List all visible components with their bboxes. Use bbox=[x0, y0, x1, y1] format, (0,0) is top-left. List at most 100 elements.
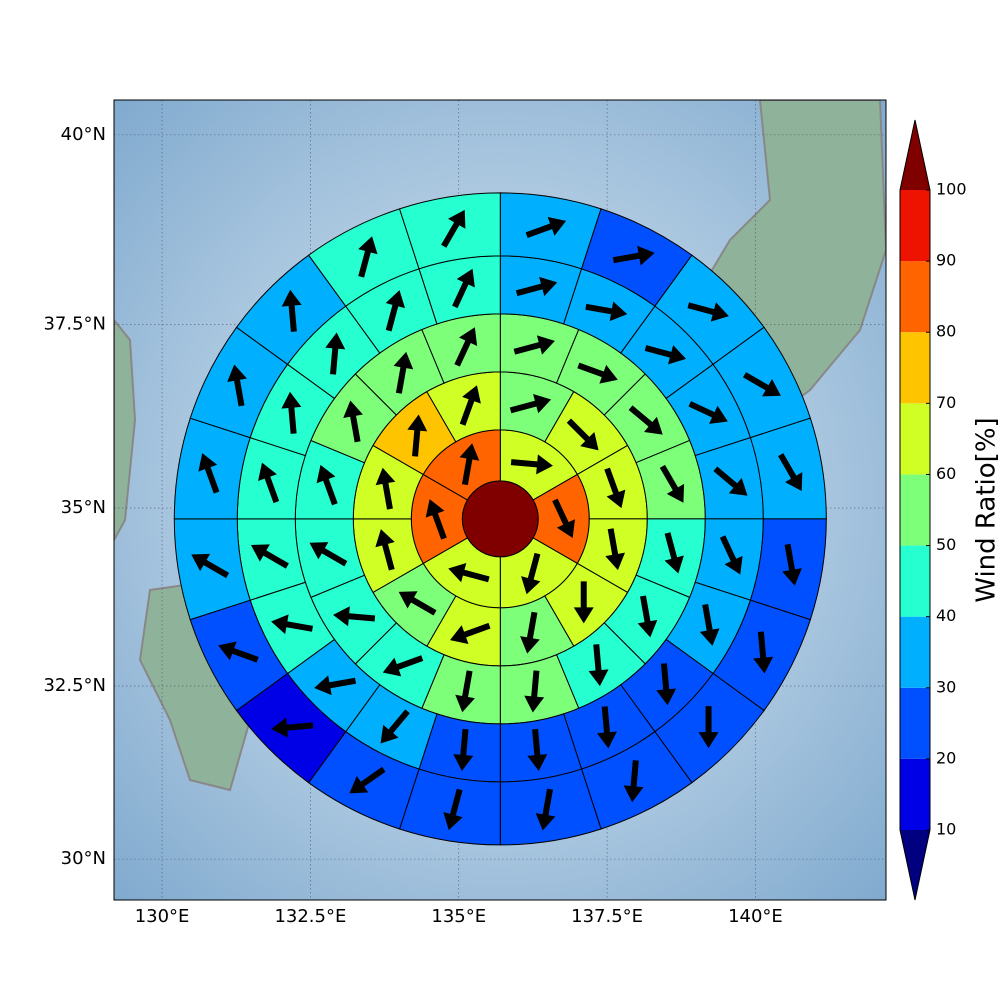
colorbar-segment bbox=[900, 758, 930, 830]
wind-arrow bbox=[644, 345, 687, 365]
wind-arrow bbox=[443, 788, 463, 831]
wind-arrow bbox=[527, 728, 548, 771]
wind-arrow bbox=[425, 499, 447, 540]
y-tick-label: 37.5°N bbox=[43, 314, 106, 335]
wind-arrow bbox=[623, 760, 644, 803]
wind-arrow bbox=[525, 216, 567, 239]
wind-arrow bbox=[778, 453, 803, 492]
wind-arrow bbox=[656, 663, 677, 706]
colorbar-tick-label: 90 bbox=[936, 251, 956, 270]
wind-arrow bbox=[513, 335, 555, 355]
wind-arrow bbox=[753, 631, 774, 674]
wind-arrow bbox=[333, 606, 376, 627]
wind-arrow bbox=[309, 542, 348, 567]
wind-arrow bbox=[382, 655, 424, 677]
colorbar-segment bbox=[900, 545, 930, 617]
wind-arrow bbox=[699, 603, 720, 646]
land-korea bbox=[114, 318, 137, 541]
wind-arrow bbox=[349, 766, 386, 794]
wind-arrow bbox=[566, 418, 599, 451]
wind-arrow bbox=[441, 209, 466, 248]
wind-arrow bbox=[605, 528, 625, 571]
wind-arrow bbox=[450, 622, 491, 645]
wind-arrow bbox=[459, 443, 480, 486]
wind-arrow bbox=[227, 364, 247, 407]
x-tick-label: 132.5°E bbox=[274, 906, 346, 927]
colorbar-segment bbox=[900, 403, 930, 475]
x-tick-label: 140°E bbox=[728, 906, 783, 927]
wind-arrow bbox=[688, 401, 728, 424]
wind-arrow bbox=[597, 706, 617, 749]
colorbar-segment bbox=[900, 616, 930, 688]
wind-arrow bbox=[515, 276, 558, 297]
wind-arrow bbox=[316, 464, 338, 506]
colorbar-tick-label: 60 bbox=[936, 464, 956, 483]
colorbar-tick-label: 100 bbox=[936, 180, 967, 199]
wind-arrow bbox=[325, 332, 346, 375]
wind-arrow bbox=[521, 552, 541, 595]
wind-arrow bbox=[509, 393, 552, 414]
wind-arrow bbox=[577, 362, 618, 384]
colorbar-segment bbox=[900, 190, 930, 262]
wind-arrow bbox=[271, 717, 314, 738]
wind-arrow bbox=[628, 405, 663, 435]
wind-arrow bbox=[454, 327, 478, 367]
wind-arrow bbox=[191, 553, 230, 579]
wind-arrow bbox=[343, 400, 363, 443]
colorbar-segment bbox=[900, 261, 930, 333]
wind-arrow bbox=[573, 581, 594, 624]
colorbar-tick-label: 80 bbox=[936, 322, 956, 341]
wind-arrow bbox=[604, 467, 626, 509]
x-tick-label: 130°E bbox=[135, 906, 190, 927]
wind-arrow bbox=[588, 644, 609, 687]
wind-arrow bbox=[719, 535, 743, 575]
wind-arrow bbox=[198, 453, 220, 494]
y-tick-label: 32.5°N bbox=[43, 675, 106, 696]
wind-arrow bbox=[659, 464, 685, 503]
wind-arrow bbox=[375, 529, 395, 571]
wind-arrow bbox=[459, 385, 481, 426]
colorbar-tick-label: 50 bbox=[936, 535, 956, 554]
colorbar-segment bbox=[900, 332, 930, 404]
colorbar-segment bbox=[900, 474, 930, 546]
wind-arrow bbox=[452, 268, 475, 309]
y-tick-label: 35°N bbox=[61, 497, 106, 518]
x-tick-label: 137.5°E bbox=[571, 906, 643, 927]
wind-arrow bbox=[398, 591, 437, 616]
wind-arrow bbox=[455, 670, 475, 713]
wind-arrow bbox=[258, 462, 280, 504]
colorbar-tick-label: 30 bbox=[936, 677, 956, 696]
wind-arrow bbox=[281, 391, 302, 434]
colorbar-label: Wind Ratio[%] bbox=[972, 417, 1000, 602]
wind-arrow bbox=[250, 544, 289, 569]
colorbar-tick-label: 20 bbox=[936, 748, 956, 767]
wind-arrow bbox=[510, 454, 553, 475]
wind-arrow bbox=[281, 289, 302, 332]
wind-arrow bbox=[713, 466, 748, 496]
x-tick-label: 135°E bbox=[431, 906, 486, 927]
wind-arrow bbox=[664, 532, 684, 574]
wind-arrow bbox=[271, 614, 314, 635]
wind-arrow bbox=[612, 245, 655, 266]
colorbar-segment bbox=[900, 687, 930, 759]
plot-frame bbox=[113, 99, 887, 901]
wind-arrow bbox=[453, 728, 474, 771]
wind-arrow bbox=[585, 301, 628, 322]
wind-arrow bbox=[552, 498, 575, 538]
colorbar-tick-label: 10 bbox=[936, 820, 956, 839]
wind-arrow bbox=[314, 675, 357, 696]
wind-arrow bbox=[375, 467, 396, 510]
wind-arrow bbox=[687, 302, 729, 322]
wind-arrow bbox=[407, 414, 428, 457]
wind-arrow bbox=[743, 372, 781, 397]
colorbar-over bbox=[900, 120, 930, 190]
wind-arrow bbox=[218, 641, 259, 663]
wind-arrow bbox=[520, 611, 540, 654]
y-tick-label: 30°N bbox=[61, 848, 106, 869]
wind-arrow bbox=[637, 595, 658, 638]
wind-arrow bbox=[358, 236, 378, 278]
colorbar-tick-label: 40 bbox=[936, 606, 956, 625]
wind-arrow bbox=[698, 706, 719, 749]
wind-arrow bbox=[448, 562, 490, 583]
